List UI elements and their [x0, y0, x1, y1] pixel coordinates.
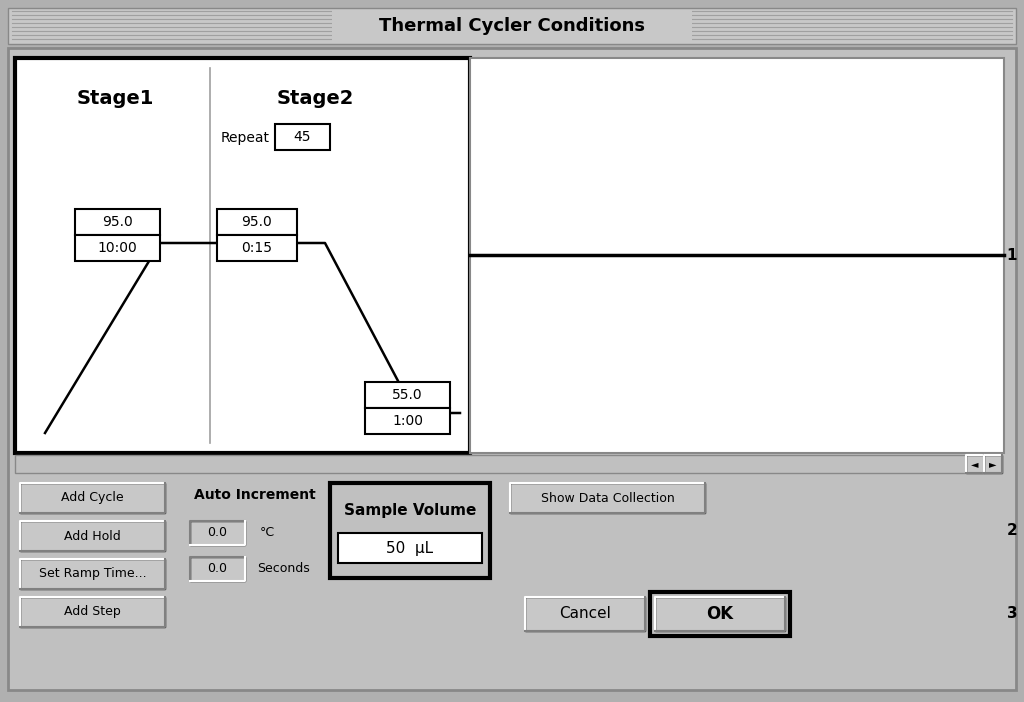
- Text: 95.0: 95.0: [102, 215, 133, 229]
- Bar: [20, 597, 165, 627]
- Text: 45: 45: [294, 130, 311, 144]
- Text: ►: ►: [989, 459, 996, 469]
- Bar: [365, 408, 450, 434]
- Text: Set Ramp Time...: Set Ramp Time...: [39, 567, 146, 581]
- Text: ◄: ◄: [971, 459, 979, 469]
- Text: Add Cycle: Add Cycle: [61, 491, 124, 505]
- Bar: [332, 10, 692, 42]
- Text: Auto Increment: Auto Increment: [195, 488, 315, 502]
- Bar: [20, 483, 165, 513]
- Text: Repeat: Repeat: [221, 131, 270, 145]
- Text: Add Step: Add Step: [65, 606, 121, 618]
- Bar: [338, 533, 482, 563]
- Text: 0.0: 0.0: [208, 562, 227, 576]
- Bar: [510, 483, 705, 513]
- Bar: [20, 559, 165, 589]
- Bar: [217, 209, 297, 235]
- Text: Stage1: Stage1: [77, 88, 154, 107]
- Text: Add Hold: Add Hold: [65, 529, 121, 543]
- Bar: [984, 455, 1002, 473]
- Bar: [650, 592, 790, 636]
- Bar: [15, 455, 966, 473]
- Text: 3: 3: [1007, 607, 1017, 621]
- Text: Thermal Cycler Conditions: Thermal Cycler Conditions: [379, 17, 645, 35]
- Text: Stage2: Stage2: [276, 88, 353, 107]
- Bar: [470, 58, 1004, 453]
- Text: 10:00: 10:00: [97, 241, 137, 255]
- Text: Show Data Collection: Show Data Collection: [541, 491, 675, 505]
- Text: 2: 2: [1007, 523, 1018, 538]
- Bar: [275, 124, 330, 150]
- Bar: [655, 597, 785, 631]
- Bar: [217, 235, 297, 261]
- Text: 95.0: 95.0: [242, 215, 272, 229]
- Text: 0.0: 0.0: [208, 526, 227, 540]
- Bar: [190, 521, 245, 545]
- Bar: [15, 58, 470, 453]
- Text: OK: OK: [707, 605, 733, 623]
- Text: 50  μL: 50 μL: [386, 541, 433, 555]
- Text: Sample Volume: Sample Volume: [344, 503, 476, 519]
- Bar: [20, 521, 165, 551]
- Text: 55.0: 55.0: [392, 388, 423, 402]
- Bar: [75, 235, 160, 261]
- Bar: [75, 209, 160, 235]
- Text: 0:15: 0:15: [242, 241, 272, 255]
- Bar: [8, 8, 1016, 44]
- Text: 1: 1: [1007, 248, 1017, 263]
- Bar: [190, 557, 245, 581]
- Bar: [470, 58, 1004, 453]
- Text: Cancel: Cancel: [559, 607, 611, 621]
- Text: Seconds: Seconds: [257, 562, 309, 576]
- Text: °C: °C: [259, 526, 274, 540]
- Bar: [365, 382, 450, 408]
- Bar: [330, 483, 490, 578]
- Text: 1:00: 1:00: [392, 414, 423, 428]
- Bar: [966, 455, 984, 473]
- Bar: [525, 597, 645, 631]
